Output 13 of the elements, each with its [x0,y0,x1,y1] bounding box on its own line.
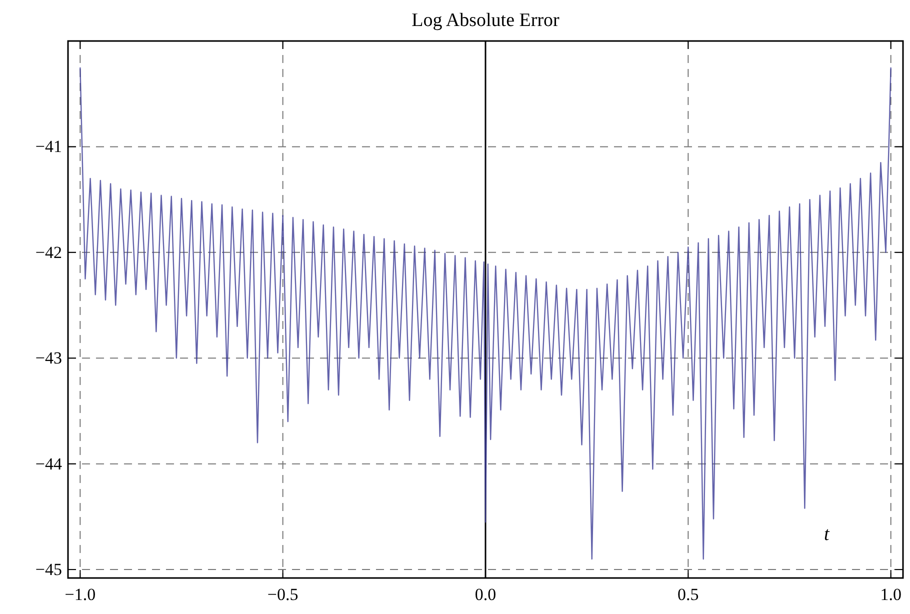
y-tick-label: −44 [35,454,62,474]
x-tick-label: 1.0 [880,585,902,604]
x-tick-label: −1.0 [64,585,96,604]
y-tick-label: −41 [35,137,62,156]
line-series [80,66,892,560]
x-tick-label: −0.5 [267,585,298,604]
x-tick-label: 0.5 [678,585,699,604]
chart-title: Log Absolute Error [412,10,560,31]
x-axis-title: t [824,524,830,545]
y-tick-label: −43 [35,348,62,368]
x-tick-label: 0.0 [474,585,496,604]
y-tick-label: −45 [35,560,62,580]
y-tick-label: −42 [35,242,62,262]
